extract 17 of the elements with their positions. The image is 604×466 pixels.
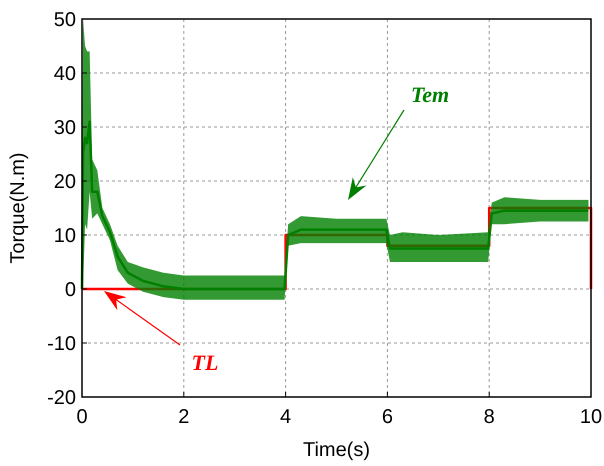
text: Tem: [410, 82, 450, 107]
y-tick-label: 30: [54, 117, 76, 139]
y-axis-title: Torque(N.m): [7, 152, 29, 264]
x-tick-label: 10: [580, 406, 602, 428]
x-axis-title: Time(s): [302, 439, 370, 461]
x-tick-label: 8: [484, 406, 495, 428]
text: TL: [192, 350, 218, 375]
x-tick-label: 2: [178, 406, 190, 428]
y-tick-label: 0: [64, 279, 76, 301]
y-tick-label: 20: [54, 171, 76, 193]
x-tick-label: 6: [382, 406, 393, 428]
x-tick-label: 4: [280, 406, 292, 428]
y-tick-label: 10: [54, 225, 76, 247]
y-tick-label: -20: [47, 387, 76, 409]
y-tick-label: 40: [54, 63, 76, 85]
y-tick-label: 50: [54, 9, 76, 31]
y-tick-label: -10: [47, 333, 76, 355]
